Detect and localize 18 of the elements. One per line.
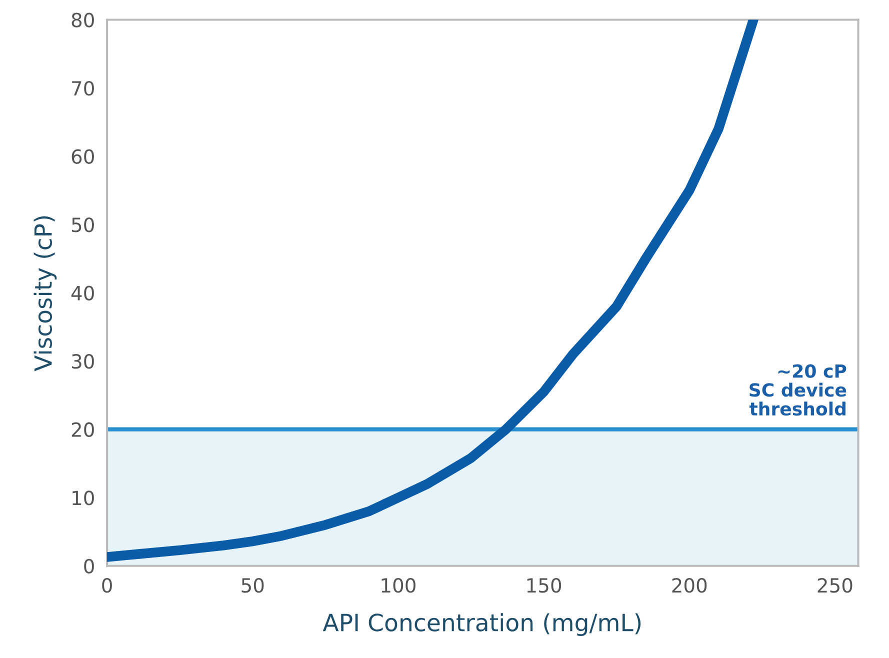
y-axis-title: Viscosity (cP) [34,216,57,372]
y-tick-label: 30 [72,354,94,369]
x-tick-label: 50 [242,578,264,593]
y-tick-label: 50 [72,218,94,232]
y-tick-label: 20 [72,422,94,438]
x-tick-label: 250 [818,578,852,593]
ref-line-label: ~20 cP SC device threshold [749,364,846,416]
y-tick-label: 60 [72,149,94,164]
y-tick-label: 10 [72,490,94,506]
x-tick-label: 200 [672,578,707,593]
y-tick-label: 70 [72,80,94,96]
x-tick-label: 150 [527,578,562,593]
x-tick-label: 0 [102,578,112,593]
x-tick-label: 100 [382,578,416,593]
y-tick-label: 0 [84,558,94,574]
y-tick-label: 40 [71,286,94,300]
x-axis-title: API Concentration (mg/mL) [322,613,641,636]
y-tick-label: 80 [72,12,94,28]
